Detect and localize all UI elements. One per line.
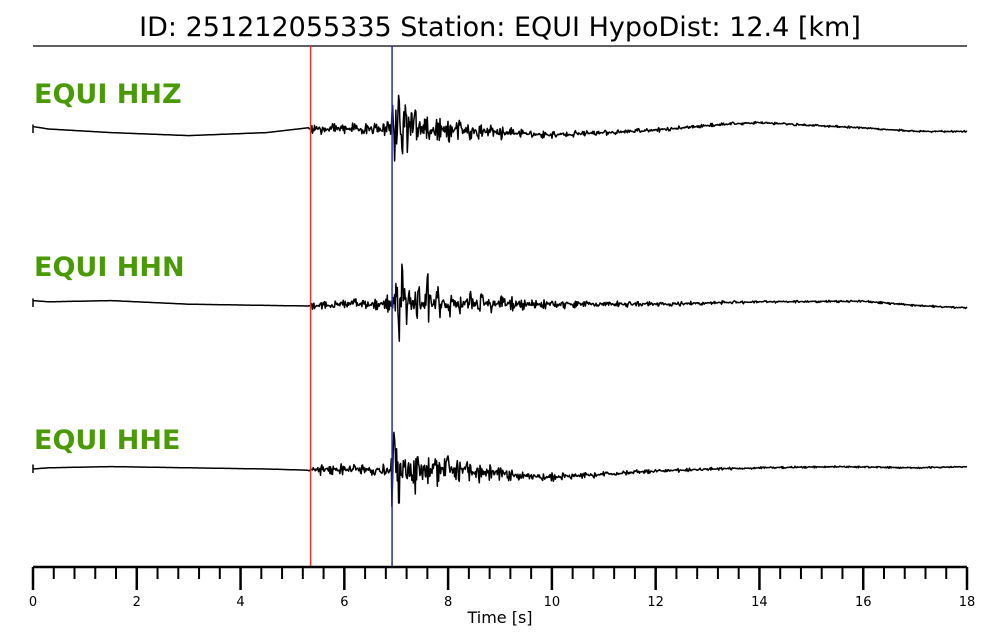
x-tick-label: 2: [133, 595, 141, 610]
x-tick-label: 8: [444, 595, 452, 610]
trace-group: EQUI HHZ EQUI HHN EQUI HHE: [32, 79, 968, 508]
waveform-trace: [32, 431, 968, 508]
x-tick-label: 4: [236, 595, 244, 610]
x-tick-label: 18: [959, 595, 976, 610]
phase-picks: [309, 46, 393, 567]
x-tick-label: 12: [647, 595, 664, 610]
x-tick-label: 16: [855, 595, 872, 610]
waveform-trace: [32, 94, 968, 162]
channel-label: EQUI HHN: [34, 252, 185, 283]
channel-label: EQUI HHZ: [34, 79, 182, 110]
waveform-trace: [32, 263, 968, 342]
time-axis: 0 2 4 6 8 10 12 14 16 18: [29, 565, 976, 610]
chart-title: ID: 251212055335 Station: EQUI HypoDist:…: [139, 12, 861, 43]
channel-label: EQUI HHE: [34, 425, 180, 456]
x-tick-label: 0: [29, 595, 37, 610]
x-tick-label: 6: [340, 595, 348, 610]
x-tick-label: 10: [544, 595, 561, 610]
x-axis-label: Time [s]: [466, 608, 532, 627]
x-tick-label: 14: [751, 595, 768, 610]
